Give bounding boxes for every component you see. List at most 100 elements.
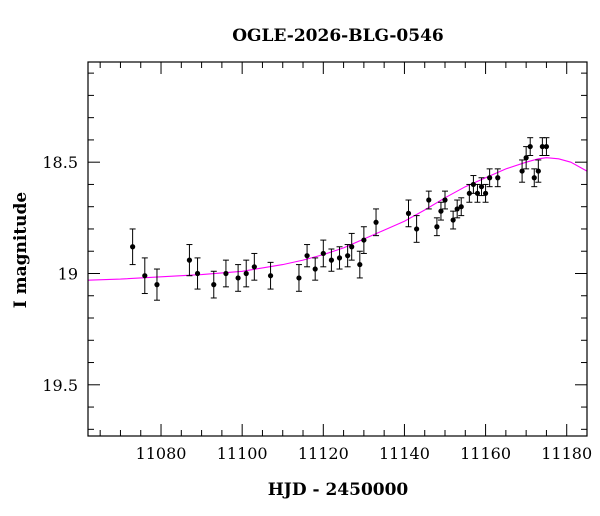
data-point: [348, 232, 355, 261]
data-point-marker: [235, 275, 241, 281]
y-tick-label: 19: [58, 264, 78, 283]
data-point: [442, 190, 449, 210]
data-point: [535, 159, 542, 183]
axis-ticks: [88, 62, 588, 436]
data-point: [519, 159, 526, 183]
data-point: [373, 208, 380, 237]
data-point-marker: [487, 175, 493, 181]
x-tick-label: 11160: [460, 444, 511, 463]
data-point: [486, 168, 493, 188]
y-axis-label: I magnitude: [11, 192, 31, 309]
data-point: [539, 137, 546, 156]
data-point-marker: [211, 282, 217, 288]
data-point-marker: [466, 190, 472, 196]
data-point-marker: [357, 261, 363, 268]
data-point-marker: [130, 244, 136, 250]
model-curve-layer: [88, 157, 587, 281]
x-tick-label: 11100: [217, 444, 268, 463]
data-point: [450, 210, 457, 230]
data-point: [320, 239, 327, 268]
tick-labels: 11080 11100 11120 11140 11160 11180 18.5 19 19.5: [42, 153, 592, 463]
data-point-marker: [539, 143, 545, 150]
data-point-marker: [373, 219, 379, 225]
data-point-marker: [336, 255, 343, 261]
data-point-marker: [535, 168, 541, 174]
data-point-marker: [345, 253, 351, 259]
plot-frame: [87, 61, 588, 437]
data-point: [295, 264, 302, 292]
data-point-marker: [543, 143, 550, 150]
data-point: [328, 248, 335, 272]
data-point: [543, 137, 550, 156]
data-point-marker: [426, 197, 432, 203]
data-point: [470, 175, 477, 194]
data-point-marker: [527, 143, 533, 150]
data-point: [527, 137, 534, 156]
y-tick-label: 19.5: [42, 376, 78, 395]
data-point-marker: [154, 282, 160, 288]
data-point: [437, 201, 444, 221]
data-point: [210, 270, 217, 299]
data-point-marker: [328, 257, 335, 263]
data-point-marker: [361, 237, 367, 243]
data-point: [454, 199, 461, 219]
data-point-marker: [450, 217, 456, 223]
data-point-marker: [414, 226, 420, 232]
data-point: [243, 259, 250, 288]
data-point-marker: [495, 175, 501, 181]
data-point-marker: [223, 270, 229, 277]
data-point: [344, 244, 351, 268]
data-point-marker: [194, 270, 201, 277]
x-tick-label: 11080: [136, 444, 187, 463]
data-point-marker: [478, 184, 485, 190]
data-point-marker: [482, 190, 489, 196]
data-point-marker: [458, 204, 464, 210]
data-point-marker: [454, 206, 460, 212]
data-point-marker: [320, 250, 326, 257]
data-point-marker: [523, 155, 529, 161]
data-point: [458, 197, 465, 217]
data-point: [251, 252, 258, 281]
data-point: [304, 244, 311, 268]
data-point: [433, 217, 440, 237]
data-point: [482, 183, 489, 203]
data-point: [413, 215, 420, 243]
x-tick-label: 11140: [379, 444, 430, 463]
data-point-marker: [267, 273, 274, 279]
data-point: [153, 268, 160, 301]
data-point: [474, 183, 481, 203]
data-point: [336, 246, 343, 270]
data-point-marker: [442, 197, 448, 203]
data-point: [425, 190, 432, 210]
y-tick-label: 18.5: [42, 153, 78, 172]
data-point: [194, 257, 201, 290]
data-point-marker: [474, 190, 481, 196]
data-point: [129, 228, 136, 266]
data-point-marker: [470, 181, 477, 188]
data-point: [141, 257, 148, 295]
x-tick-label: 11120: [298, 444, 349, 463]
chart-title: OGLE-2026-BLG-0546: [232, 26, 444, 46]
data-point-marker: [186, 257, 193, 263]
data-point: [235, 264, 242, 292]
data-point-marker: [296, 275, 302, 281]
data-point: [267, 261, 274, 290]
x-tick-label: 11180: [541, 444, 592, 463]
data-point: [494, 168, 501, 188]
data-point: [523, 146, 530, 170]
data-point-marker: [519, 168, 525, 174]
data-point: [405, 199, 412, 228]
x-axis-label: HJD - 2450000: [268, 480, 409, 500]
data-point-marker: [405, 210, 412, 216]
data-point: [186, 244, 193, 277]
data-point-marker: [251, 264, 257, 270]
data-point: [531, 168, 538, 188]
data-point: [478, 177, 485, 197]
data-point-marker: [349, 244, 355, 250]
data-point-marker: [312, 266, 318, 272]
data-point-marker: [243, 270, 249, 277]
data-point: [360, 226, 367, 254]
data-point-marker: [438, 208, 444, 214]
model-curve: [88, 157, 587, 281]
